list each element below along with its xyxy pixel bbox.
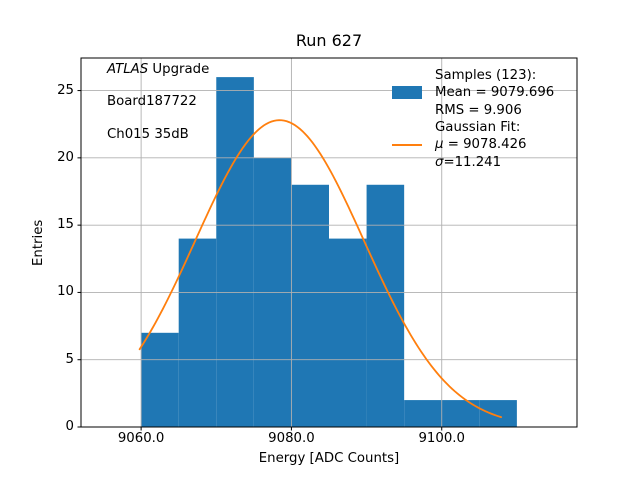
gaussian-fit-curve: [138, 119, 503, 419]
legend-mean-value: Mean = 9079.696: [435, 85, 555, 101]
annotation-channel: Ch015 35dB: [107, 126, 189, 142]
hist-bar: [366, 184, 405, 427]
legend-handle-empty: [392, 153, 422, 170]
annotation-atlas: ATLAS: [107, 62, 149, 77]
legend-handle-hist: [392, 84, 422, 101]
histogram-swatch: [392, 86, 422, 100]
mu-symbol: μ: [435, 137, 444, 153]
x-tick-label: 9060.0: [117, 431, 165, 446]
legend-handle-fit: [392, 136, 422, 153]
legend-fit-header: Gaussian Fit:: [435, 120, 521, 136]
y-axis-label: Entries: [31, 219, 46, 266]
y-tick-label: 5: [65, 351, 74, 367]
legend-row-mean: Mean = 9079.696: [392, 84, 554, 101]
annotation-text: ATLAS Upgrade Board187722 Ch015 35dB: [107, 62, 209, 143]
legend: Samples (123): Mean = 9079.696 RMS = 9.9…: [392, 67, 554, 171]
hist-bar: [404, 400, 442, 427]
legend-handle-empty: [392, 102, 422, 119]
plot-svg: [77, 57, 578, 431]
legend-row-rms: RMS = 9.906: [392, 102, 554, 119]
annotation-board: Board187722: [107, 94, 197, 110]
legend-row-samples-header: Samples (123):: [392, 67, 554, 84]
legend-row-fit-header: Gaussian Fit:: [392, 119, 554, 136]
y-tick-label: 25: [57, 82, 74, 98]
hist-bar: [329, 238, 367, 427]
annotation-upgrade: Upgrade: [148, 62, 210, 77]
legend-row-mu: μ = 9078.426: [392, 136, 554, 153]
x-tick-label: 9080.0: [268, 431, 315, 446]
fit-line-swatch: [392, 143, 422, 146]
sigma-symbol: σ: [435, 154, 444, 170]
y-tick-label: 10: [57, 284, 74, 300]
plot-area: [77, 57, 578, 431]
axes-spines: [80, 57, 578, 428]
y-tick-label: 0: [65, 419, 74, 434]
legend-sigma-value: σ=11.241: [435, 155, 501, 170]
chart-title: Run 627: [295, 31, 363, 50]
x-tick-label: 9100.0: [418, 431, 465, 446]
x-axis-label: Energy [ADC Counts]: [258, 451, 400, 466]
hist-bar: [291, 184, 329, 427]
legend-handle-empty: [392, 119, 422, 136]
legend-handle-empty: [392, 67, 422, 84]
hist-bar: [216, 77, 254, 428]
legend-mu-value: μ = 9078.426: [435, 137, 527, 152]
hist-bar: [178, 238, 217, 427]
legend-rms-value: RMS = 9.906: [435, 102, 522, 118]
y-tick-label: 20: [57, 149, 74, 165]
legend-row-sigma: σ=11.241: [392, 153, 554, 170]
mu-rest: = 9078.426: [443, 137, 527, 153]
legend-samples-header: Samples (123):: [435, 68, 537, 84]
hist-bar: [479, 400, 517, 427]
sigma-rest: =11.241: [443, 154, 502, 170]
hist-bar: [141, 332, 179, 427]
y-tick-label: 15: [57, 217, 74, 233]
